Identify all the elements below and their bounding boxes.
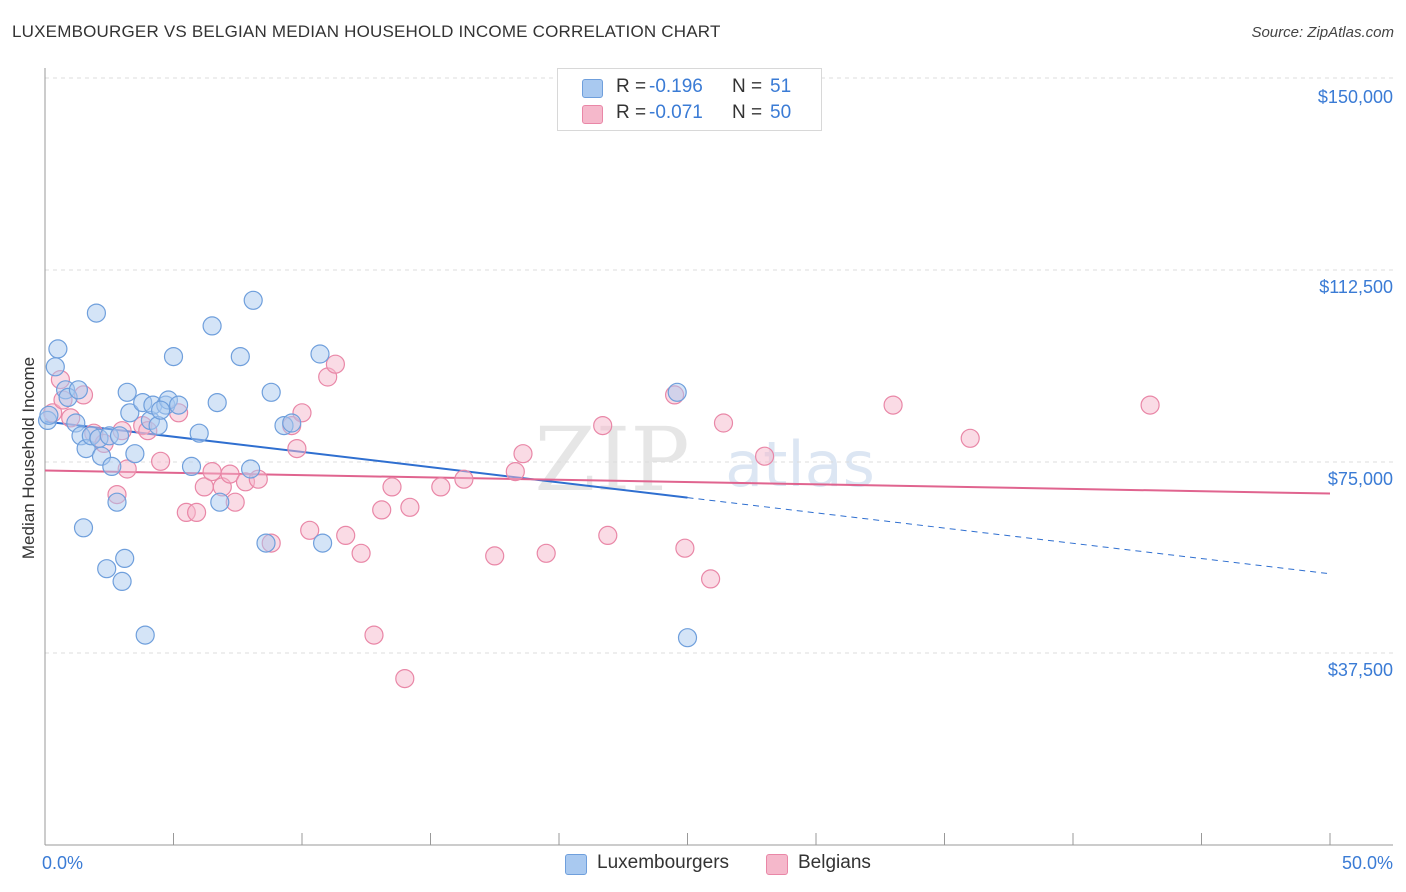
point-belgian <box>454 469 474 489</box>
bottom-legend-label: Luxembourgers <box>597 852 730 873</box>
point-luxembourger <box>202 316 222 336</box>
point-belgian <box>485 546 505 566</box>
point-luxembourger <box>282 413 302 433</box>
point-belgian <box>593 416 613 436</box>
correlation-legend: R = -0.196 N = 51 R = -0.071 N = 50 <box>557 68 822 131</box>
point-belgian <box>536 543 556 563</box>
point-luxembourger <box>163 347 184 367</box>
trend-line-luxembourgers-extrapolated <box>687 497 1331 575</box>
point-luxembourger <box>207 393 227 413</box>
point-belgian <box>151 451 171 471</box>
point-belgian <box>382 477 402 497</box>
point-luxembourger <box>135 625 155 645</box>
point-luxembourger <box>125 444 145 464</box>
gridlines <box>45 77 1393 654</box>
x-tick-label-start: 0.0% <box>42 853 83 873</box>
point-belgian <box>300 520 320 540</box>
legend-r-label: R = <box>616 102 647 123</box>
point-belgian <box>513 444 533 464</box>
point-luxembourger <box>48 339 68 359</box>
point-luxembourger <box>667 382 687 402</box>
point-belgian <box>960 428 980 448</box>
point-luxembourger <box>97 559 117 579</box>
point-luxembourger <box>120 403 140 423</box>
y-tick-label: $112,500 <box>1319 277 1393 297</box>
point-belgian <box>287 439 307 459</box>
point-belgian <box>351 543 371 563</box>
bottom-legend-swatch-blue <box>565 854 587 875</box>
point-luxembourger <box>102 456 122 476</box>
axes <box>44 68 1393 846</box>
point-luxembourger <box>115 548 135 569</box>
point-belgian <box>675 538 695 558</box>
point-luxembourger <box>241 459 261 479</box>
point-belgian <box>187 502 207 523</box>
point-luxembourger <box>261 382 281 402</box>
legend-r-value: -0.071 <box>649 102 703 123</box>
x-tick-label-end: 50.0% <box>1342 853 1393 873</box>
point-luxembourger <box>243 290 263 310</box>
point-luxembourger <box>230 347 250 367</box>
point-luxembourger <box>45 357 65 377</box>
point-luxembourger <box>310 344 330 364</box>
y-axis-label: Median Household Income <box>19 357 38 559</box>
legend-n-label: N = <box>732 76 763 97</box>
legend-n-value: 51 <box>770 76 792 97</box>
bottom-legend-swatch-pink <box>766 854 788 875</box>
point-luxembourger <box>677 628 698 648</box>
point-luxembourger <box>181 456 202 476</box>
point-luxembourger <box>39 405 59 425</box>
point-belgian <box>1140 395 1160 415</box>
legend-n-value: 50 <box>770 102 792 123</box>
point-belgian <box>431 477 451 497</box>
y-tick-labels: $37,500 $75,000 $112,500 $150,000 <box>1318 87 1393 680</box>
point-belgian <box>400 497 420 517</box>
point-luxembourger <box>313 533 333 553</box>
point-belgian <box>202 462 222 482</box>
legend-r-value: -0.196 <box>649 76 703 97</box>
point-belgian <box>325 354 345 374</box>
point-luxembourger <box>68 380 89 400</box>
point-belgian <box>336 525 356 546</box>
point-belgian <box>598 525 618 546</box>
legend-n-label: N = <box>732 102 763 123</box>
point-luxembourger <box>151 400 171 420</box>
point-luxembourger <box>112 571 132 592</box>
y-tick-label: $75,000 <box>1328 469 1393 489</box>
point-luxembourger <box>256 533 276 553</box>
legend-swatch-pink <box>582 105 603 124</box>
point-luxembourger <box>86 303 107 323</box>
point-belgian <box>220 464 240 484</box>
point-belgian <box>364 625 384 645</box>
legend-r-label: R = <box>616 76 647 97</box>
point-belgian <box>754 446 775 466</box>
bottom-legend-label: Belgians <box>798 852 871 873</box>
y-tick-label: $150,000 <box>1318 87 1393 107</box>
point-luxembourger <box>169 395 189 415</box>
point-belgian <box>395 668 415 689</box>
chart-title: LUXEMBOURGER VS BELGIAN MEDIAN HOUSEHOLD… <box>12 22 721 41</box>
watermark-atlas: atlas <box>725 428 875 501</box>
point-belgian <box>505 462 525 482</box>
data-points <box>37 290 1160 689</box>
point-luxembourger <box>107 492 127 512</box>
source-credit: Source: ZipAtlas.com <box>1251 24 1394 41</box>
legend-swatch-blue <box>582 79 603 98</box>
point-luxembourger <box>210 492 230 512</box>
point-luxembourger <box>73 518 94 538</box>
watermark: ZIP atlas <box>534 408 874 511</box>
point-belgian <box>372 500 392 520</box>
point-belgian <box>713 413 734 433</box>
point-belgian <box>700 569 721 589</box>
y-tick-label: $37,500 <box>1328 660 1393 680</box>
point-belgian <box>883 395 903 415</box>
point-luxembourger <box>109 426 130 446</box>
point-luxembourger <box>117 382 137 402</box>
point-luxembourger <box>189 423 209 443</box>
